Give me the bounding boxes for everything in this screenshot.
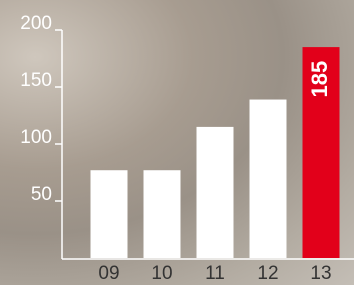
bar (197, 127, 234, 258)
x-tick-label: 11 (205, 263, 225, 284)
x-tick-label: 09 (98, 263, 119, 284)
screen: 50 100 150 200 09 10 11 12 13 185 (0, 0, 354, 285)
chart: 50 100 150 200 09 10 11 12 13 185 (0, 0, 354, 285)
y-tick-label: 100 (20, 127, 52, 148)
y-tick-label: 200 (20, 13, 52, 34)
x-tick-label: 12 (257, 263, 278, 284)
bar (91, 170, 128, 258)
y-tick-label: 150 (20, 70, 52, 91)
value-label: 185 (307, 61, 332, 98)
y-tick-label: 50 (31, 184, 52, 205)
x-tick-label: 10 (151, 263, 172, 284)
bar (144, 170, 181, 258)
bar (250, 100, 287, 258)
x-tick-label: 13 (310, 263, 331, 284)
